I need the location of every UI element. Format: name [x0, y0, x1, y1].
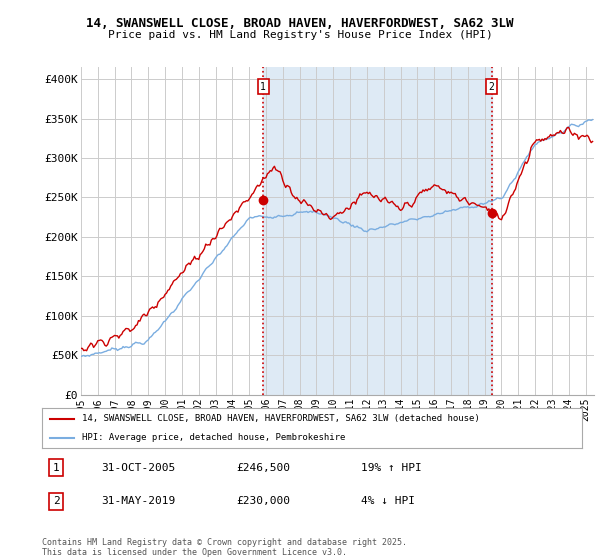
- Text: 1: 1: [53, 463, 59, 473]
- Text: 19% ↑ HPI: 19% ↑ HPI: [361, 463, 421, 473]
- Text: 14, SWANSWELL CLOSE, BROAD HAVEN, HAVERFORDWEST, SA62 3LW: 14, SWANSWELL CLOSE, BROAD HAVEN, HAVERF…: [86, 17, 514, 30]
- Text: Contains HM Land Registry data © Crown copyright and database right 2025.
This d: Contains HM Land Registry data © Crown c…: [42, 538, 407, 557]
- Text: £246,500: £246,500: [236, 463, 290, 473]
- Text: 31-MAY-2019: 31-MAY-2019: [101, 496, 176, 506]
- Text: 4% ↓ HPI: 4% ↓ HPI: [361, 496, 415, 506]
- Bar: [263, 67, 492, 395]
- Text: 1: 1: [260, 82, 266, 92]
- Text: 2: 2: [53, 496, 59, 506]
- Text: 2: 2: [489, 82, 494, 92]
- Text: £230,000: £230,000: [236, 496, 290, 506]
- Text: 14, SWANSWELL CLOSE, BROAD HAVEN, HAVERFORDWEST, SA62 3LW (detached house): 14, SWANSWELL CLOSE, BROAD HAVEN, HAVERF…: [83, 414, 480, 423]
- Text: Price paid vs. HM Land Registry's House Price Index (HPI): Price paid vs. HM Land Registry's House …: [107, 30, 493, 40]
- Text: HPI: Average price, detached house, Pembrokeshire: HPI: Average price, detached house, Pemb…: [83, 433, 346, 442]
- Text: 31-OCT-2005: 31-OCT-2005: [101, 463, 176, 473]
